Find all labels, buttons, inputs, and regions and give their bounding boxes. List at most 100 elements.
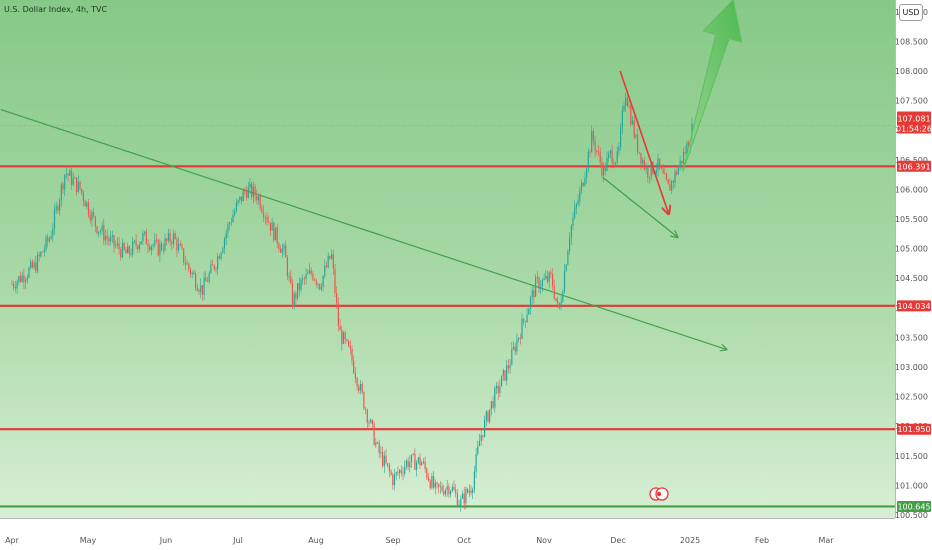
- candle: [195, 270, 197, 292]
- candle: [206, 276, 209, 283]
- candle-body: [356, 378, 358, 387]
- candle: [198, 288, 200, 296]
- candle-body: [558, 303, 560, 308]
- x-tick-label: Oct: [457, 536, 471, 545]
- candle-body: [529, 297, 532, 309]
- candle-body: [397, 472, 399, 474]
- candle-body: [312, 273, 314, 280]
- candle-body: [208, 273, 210, 282]
- candle: [144, 230, 146, 236]
- candle-body: [25, 279, 27, 283]
- candle: [166, 237, 168, 246]
- currency-selector[interactable]: USD: [899, 4, 923, 21]
- candle-body: [341, 330, 343, 344]
- candle: [189, 267, 192, 279]
- candle: [677, 165, 679, 175]
- candle: [154, 232, 156, 248]
- candle-body: [407, 460, 409, 468]
- candle: [162, 243, 164, 255]
- red-arrow[interactable]: [619, 70, 668, 213]
- candle: [618, 142, 620, 156]
- big-green-arrow[interactable]: [682, 0, 743, 173]
- candle-body: [596, 150, 598, 152]
- green-small-arrow[interactable]: [602, 177, 677, 237]
- candle-body: [613, 163, 615, 165]
- candle-body: [286, 257, 288, 277]
- y-tick-label: 101.000: [895, 481, 928, 490]
- candle: [439, 481, 441, 494]
- candle: [453, 480, 455, 491]
- candle: [312, 271, 314, 282]
- candle-body: [594, 140, 596, 151]
- candle: [616, 146, 618, 167]
- candle: [667, 179, 669, 185]
- candle-body: [553, 286, 555, 299]
- candle: [74, 176, 76, 179]
- candle-body: [565, 265, 567, 271]
- candle: [669, 177, 671, 191]
- candle: [13, 281, 15, 291]
- candle-body: [252, 186, 254, 197]
- candle: [416, 460, 418, 477]
- candle-body: [269, 222, 271, 231]
- y-tick-label: 105.500: [895, 215, 928, 224]
- candle: [397, 466, 399, 477]
- trendline[interactable]: [0, 108, 726, 350]
- candle-body: [188, 263, 190, 269]
- candle: [385, 449, 387, 465]
- candle: [373, 421, 375, 446]
- candle-body: [512, 346, 515, 349]
- candle: [53, 203, 56, 235]
- candle-body: [159, 243, 161, 256]
- candle-body: [33, 262, 35, 268]
- candle-body: [535, 277, 537, 297]
- candle-body: [137, 245, 139, 250]
- candle-body: [538, 277, 540, 289]
- candle-body: [591, 130, 593, 153]
- candle: [388, 462, 390, 478]
- candle: [368, 419, 370, 428]
- candle: [329, 255, 331, 260]
- candle: [149, 243, 151, 252]
- candle-body: [130, 253, 132, 255]
- candle-body: [327, 255, 329, 268]
- candle: [543, 273, 545, 281]
- candle: [104, 229, 107, 246]
- candle-body: [511, 348, 513, 365]
- plot-background: [0, 0, 895, 518]
- candle-body: [322, 275, 324, 287]
- candle-body: [244, 190, 246, 192]
- candle-body: [38, 254, 40, 257]
- candle-body: [410, 454, 413, 463]
- candle: [300, 277, 302, 293]
- candle: [308, 263, 311, 275]
- candle: [628, 99, 630, 110]
- candle-body: [361, 383, 363, 393]
- candle-body: [240, 196, 243, 202]
- candle-body: [89, 214, 91, 221]
- candle: [325, 261, 328, 269]
- candle: [123, 241, 125, 251]
- candle: [528, 307, 530, 315]
- candle-body: [541, 279, 543, 287]
- candle: [128, 244, 130, 259]
- candle: [514, 342, 516, 356]
- candle: [174, 230, 176, 240]
- candle-body: [494, 388, 496, 408]
- candle: [443, 484, 445, 497]
- candle-body: [349, 346, 351, 349]
- candle-body: [266, 217, 268, 222]
- candle: [91, 209, 93, 227]
- candle: [94, 215, 96, 233]
- candle: [490, 400, 492, 416]
- candle-body: [242, 190, 244, 202]
- candle: [81, 188, 83, 196]
- candle: [210, 260, 212, 275]
- candle-body: [320, 286, 322, 290]
- timeline-icon[interactable]: [649, 487, 669, 501]
- candle-body: [77, 181, 79, 192]
- candle: [351, 344, 353, 366]
- candle-body: [487, 411, 489, 422]
